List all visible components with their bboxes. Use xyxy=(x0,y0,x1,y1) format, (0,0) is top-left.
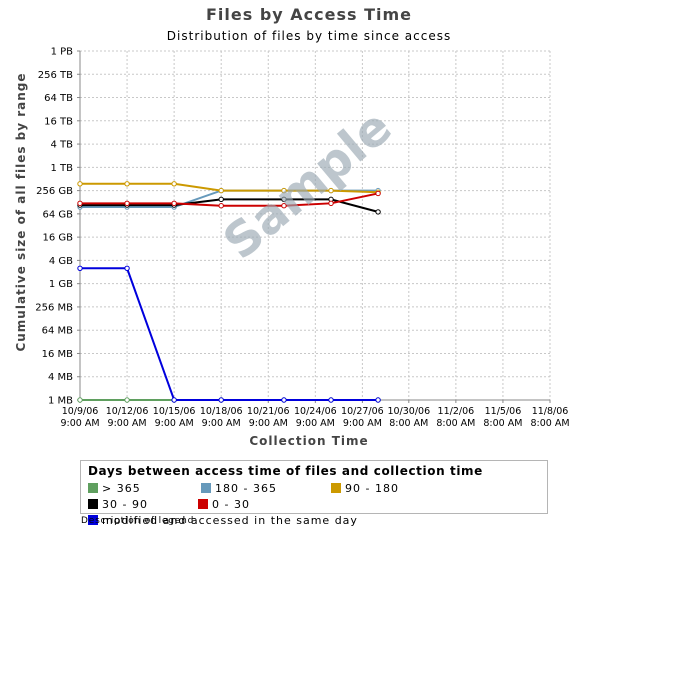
data-point xyxy=(77,265,83,271)
data-point xyxy=(281,196,287,203)
legend-item: 30 - 90 xyxy=(88,496,198,512)
legend-item: modified and accessed in the same day xyxy=(88,512,408,528)
data-point xyxy=(124,265,130,271)
legend-label: modified and accessed in the same day xyxy=(102,513,358,527)
x-axis-label: Collection Time xyxy=(249,434,368,448)
y-tick-label: 1 GB xyxy=(49,279,73,290)
chart-subtitle: Distribution of files by time since acce… xyxy=(167,29,451,43)
y-tick-label: 16 TB xyxy=(44,116,73,127)
series-line xyxy=(80,267,379,401)
x-tick-label: 10/27/06 9:00 AM xyxy=(341,406,384,429)
y-tick-label: 4 TB xyxy=(50,140,73,151)
y-tick-label: 16 GB xyxy=(42,233,73,244)
data-point xyxy=(328,200,334,207)
x-tick-label: 10/21/06 9:00 AM xyxy=(247,406,290,429)
legend-label: 180 - 365 xyxy=(215,481,277,495)
legend-label: 0 - 30 xyxy=(212,497,250,511)
x-tick-label: 10/12/06 9:00 AM xyxy=(106,406,149,429)
watermark: Sample xyxy=(213,99,402,271)
legend-label: 90 - 180 xyxy=(345,481,399,495)
data-point xyxy=(281,397,287,403)
x-tick-label: 10/24/06 9:00 AM xyxy=(294,406,337,429)
data-point xyxy=(124,181,130,187)
data-point xyxy=(328,187,334,194)
chart-title: Files by Access Time xyxy=(206,5,412,24)
x-tick-label: 11/5/06 8:00 AM xyxy=(483,406,522,429)
data-point xyxy=(281,203,287,209)
y-axis-label: Cumulative size of all files by range xyxy=(14,72,28,351)
legend-label: > 365 xyxy=(102,481,141,495)
legend-title: Days between access time of files and co… xyxy=(88,464,483,478)
data-point xyxy=(124,397,130,403)
legend-item: 90 - 180 xyxy=(331,480,441,496)
legend: Days between access time of files and co… xyxy=(80,460,548,527)
legend-item: > 365 xyxy=(88,480,201,496)
data-point xyxy=(375,190,381,197)
data-point xyxy=(375,209,381,215)
legend-label: 30 - 90 xyxy=(102,497,148,511)
data-point xyxy=(218,203,224,209)
x-tick-label: 10/30/06 8:00 AM xyxy=(387,406,430,429)
y-tick-label: 4 GB xyxy=(49,256,73,267)
y-tick-label: 256 GB xyxy=(36,186,73,197)
legend-swatch xyxy=(201,483,211,493)
data-point xyxy=(171,397,177,403)
x-tick-label: 11/8/06 8:00 AM xyxy=(530,406,569,429)
data-point xyxy=(281,187,287,194)
legend-item: 0 - 30 xyxy=(198,496,311,512)
legend-description: Description of legend xyxy=(81,516,195,526)
data-point xyxy=(77,397,83,403)
data-point xyxy=(328,397,334,403)
legend-item: 180 - 365 xyxy=(201,480,331,496)
x-tick-label: 10/9/06 9:00 AM xyxy=(60,406,99,429)
y-tick-label: 1 TB xyxy=(50,163,73,174)
y-tick-label: 1 PB xyxy=(51,47,74,58)
legend-swatch xyxy=(88,483,98,493)
data-point xyxy=(375,397,381,403)
data-point xyxy=(124,200,130,207)
y-tick-label: 256 TB xyxy=(38,70,73,81)
x-tick-label: 11/2/06 8:00 AM xyxy=(436,406,475,429)
y-tick-label: 4 MB xyxy=(48,372,73,383)
data-point xyxy=(77,200,83,207)
legend-swatch xyxy=(198,499,208,509)
series xyxy=(77,181,381,403)
y-tick-label: 64 GB xyxy=(42,209,73,220)
legend-swatch xyxy=(88,499,98,509)
data-point xyxy=(77,181,83,187)
y-tick-label: 16 MB xyxy=(42,349,74,360)
data-point xyxy=(218,397,224,403)
y-tick-label: 64 TB xyxy=(44,93,73,104)
data-point xyxy=(218,196,224,203)
legend-items: > 365 180 - 365 90 - 180 30 - 90 0 - 30 modif… xyxy=(88,480,540,528)
grid xyxy=(77,50,551,403)
y-tick-label: 64 MB xyxy=(42,326,74,337)
data-point xyxy=(218,187,224,194)
y-tick-labels: 1 PB 256 TB 64 TB 16 TB 4 TB 1 TB 256 GB 64 GB 1… xyxy=(35,47,73,407)
x-tick-label: 10/18/06 9:00 AM xyxy=(200,406,243,429)
y-tick-label: 1 MB xyxy=(48,396,73,407)
legend-swatch xyxy=(331,483,341,493)
data-point xyxy=(171,181,177,187)
data-point xyxy=(171,200,177,207)
legend-swatch xyxy=(88,515,98,525)
x-tick-label: 10/15/06 9:00 AM xyxy=(153,406,196,429)
y-tick-label: 256 MB xyxy=(35,302,73,313)
